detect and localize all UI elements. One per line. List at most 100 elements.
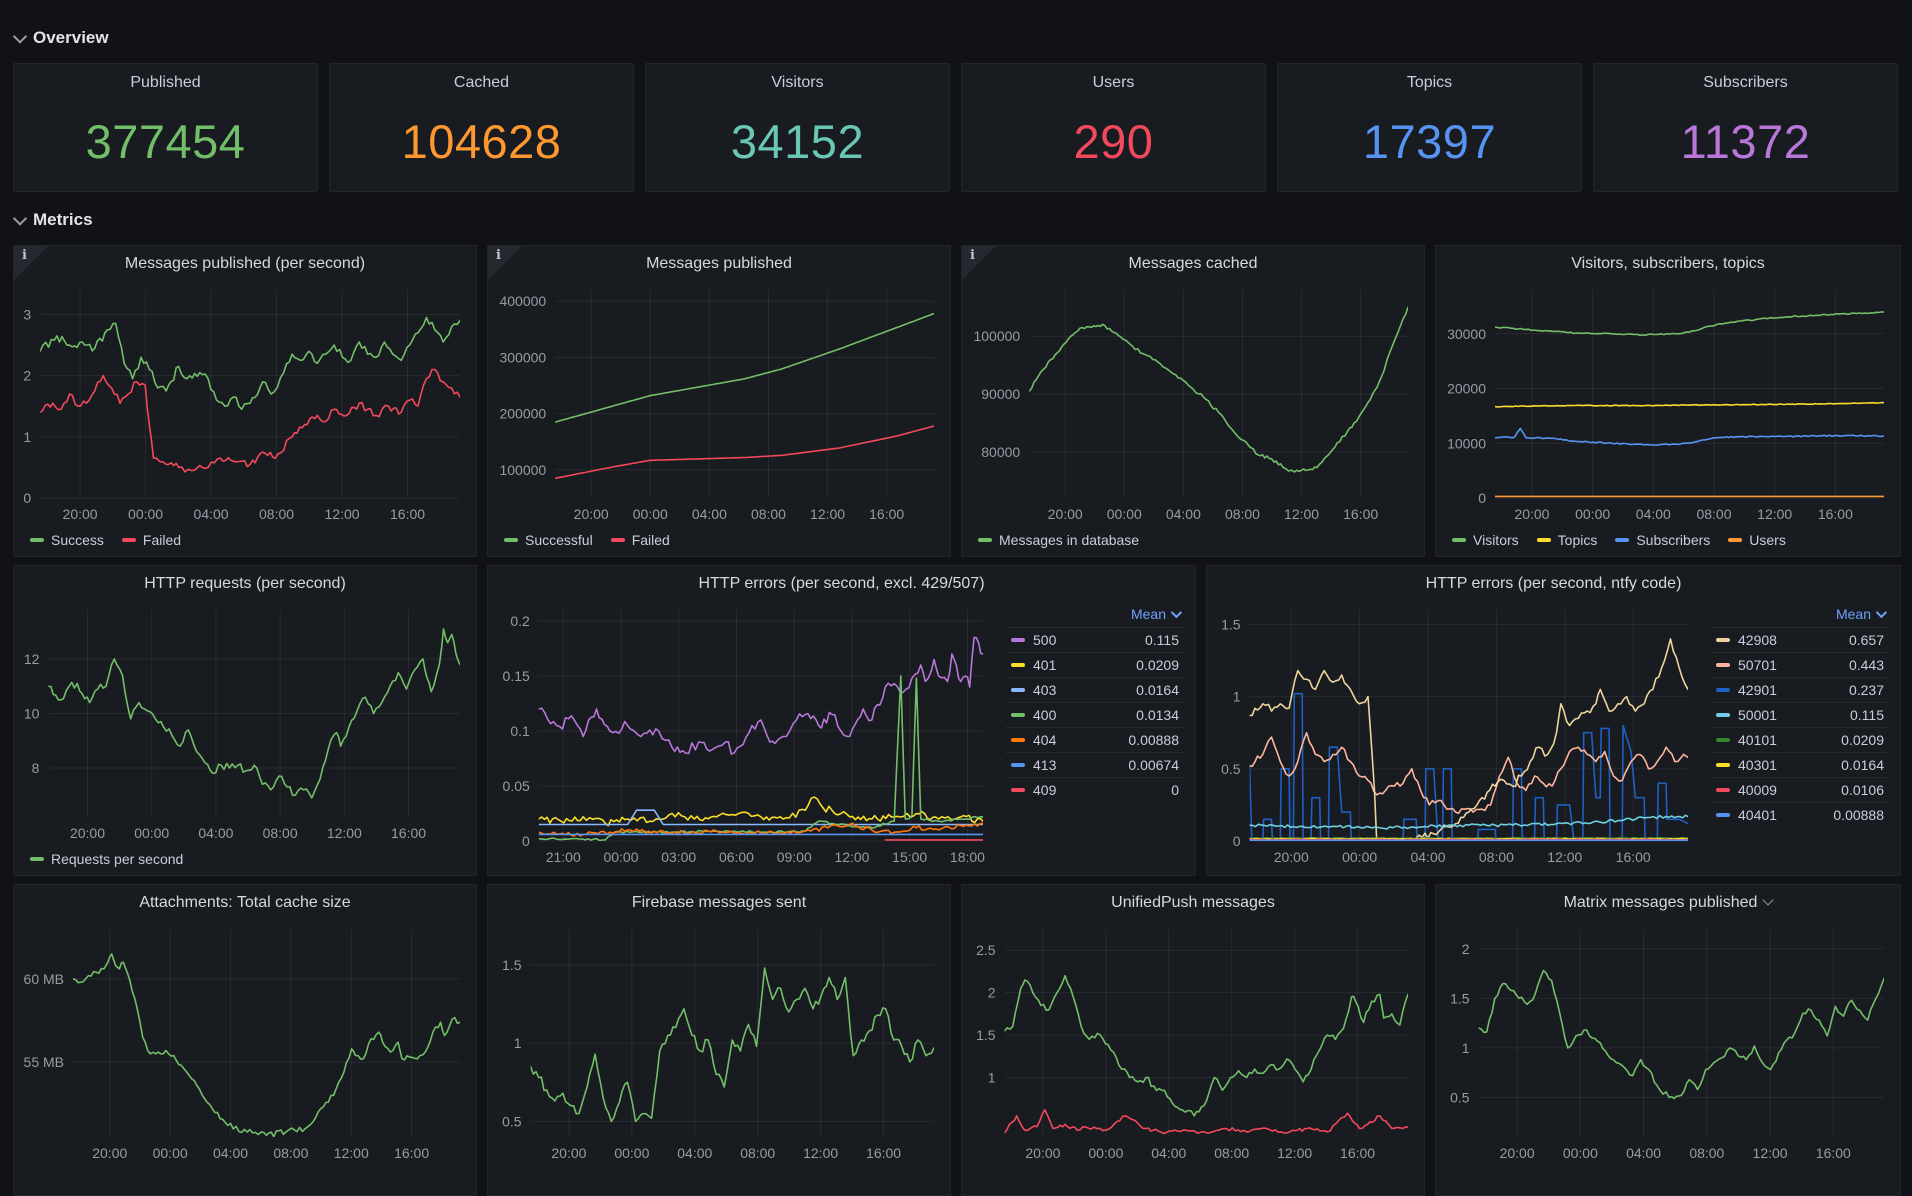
- legend-item-success[interactable]: Success: [30, 532, 104, 548]
- legend-row-409[interactable]: 409 0: [1005, 777, 1185, 802]
- x-tick-label: 16:00: [1818, 506, 1853, 522]
- chart-http-errors-excl[interactable]: 0 0.05 0.1 0.15 0.2 21:00 00:00 03:00 06:00 09:00…: [488, 600, 997, 869]
- legend-mean-header[interactable]: Mean: [1005, 604, 1185, 627]
- panel-title[interactable]: HTTP requests (per second): [144, 575, 346, 592]
- section-header-overview[interactable]: Overview: [12, 28, 109, 48]
- y-tick-label: 0.5: [502, 1113, 522, 1129]
- legend-code[interactable]: 400: [1033, 707, 1057, 723]
- panel-info-corner-icon[interactable]: [962, 246, 996, 280]
- chart-visitors-subscribers-topics[interactable]: 0 10000 20000 30000 20:00 00:00 04:00 08:00 12:0…: [1436, 280, 1898, 526]
- legend-row-42908[interactable]: 42908 0.657: [1710, 627, 1890, 652]
- panel-http-errors-ntfy: HTTP errors (per second, ntfy code) 0 0.5 1…: [1206, 565, 1901, 876]
- stat-value: 11372: [1680, 115, 1811, 168]
- stat-panel-topics: Topics 17397: [1277, 63, 1582, 192]
- x-tick-label: 00:00: [1563, 1145, 1598, 1161]
- panel-title[interactable]: Messages published (per second): [124, 255, 366, 272]
- legend-row-40301[interactable]: 40301 0.0164: [1710, 752, 1890, 777]
- chart-matrix-messages[interactable]: 0.5 1 1.5 2 20:00 00:00 04:00 08:00 12:00 16:00: [1436, 919, 1898, 1165]
- panel-info-corner-icon[interactable]: [488, 246, 522, 280]
- series-UnifiedPush sent: [1004, 974, 1408, 1117]
- y-tick-label: 0: [1233, 833, 1241, 849]
- legend-row-413[interactable]: 413 0.00674: [1005, 752, 1185, 777]
- legend-code[interactable]: 40009: [1738, 782, 1777, 798]
- chevron-down-icon[interactable]: [12, 29, 28, 44]
- legend-code[interactable]: 403: [1033, 682, 1057, 698]
- panel-title[interactable]: Matrix messages published: [1436, 894, 1900, 912]
- chart-messages-published-rate[interactable]: 0 1 2 3 20:00 00:00 04:00 08:00 12:00 16:00: [14, 280, 474, 526]
- legend-item-topics[interactable]: Topics: [1536, 532, 1597, 548]
- chart-firebase-messages[interactable]: 0.5 1 1.5 20:00 00:00 04:00 08:00 12:00 16:00: [488, 919, 948, 1165]
- y-tick-label: 0: [23, 490, 31, 506]
- legend-row-500[interactable]: 500 0.115: [1005, 627, 1185, 652]
- legend-code[interactable]: 413: [1033, 757, 1057, 773]
- x-tick-label: 00:00: [633, 506, 668, 522]
- legend-swatch: [1716, 738, 1730, 742]
- legend-row-401[interactable]: 401 0.0209: [1005, 652, 1185, 677]
- legend-row-40401[interactable]: 40401 0.00888: [1710, 802, 1890, 827]
- panel-title[interactable]: UnifiedPush messages: [1111, 894, 1275, 911]
- legend-row-403[interactable]: 403 0.0164: [1005, 677, 1185, 702]
- legend-item-messages-in-database[interactable]: Messages in database: [978, 532, 1139, 548]
- panel-title[interactable]: Messages cached: [1128, 255, 1258, 272]
- panel-title[interactable]: Visitors, subscribers, topics: [1571, 255, 1765, 272]
- panel-title[interactable]: Messages published: [646, 255, 792, 272]
- x-tick-label: 16:00: [391, 825, 426, 841]
- legend-code[interactable]: 50001: [1738, 707, 1777, 723]
- legend-code[interactable]: 40401: [1738, 807, 1777, 823]
- legend-code[interactable]: 500: [1033, 632, 1057, 648]
- x-tick-label: 12:00: [1757, 506, 1792, 522]
- legend-code[interactable]: 409: [1033, 782, 1057, 798]
- series-Total cache size: [73, 953, 460, 1137]
- legend-item-successful[interactable]: Successful: [504, 532, 593, 548]
- chart-unifiedpush-messages[interactable]: 11.522.520:00 00:00 04:00 08:00 12:00 16:00: [962, 919, 1422, 1165]
- panel-info-corner-icon[interactable]: [14, 246, 48, 280]
- section-overview-label[interactable]: Overview: [33, 28, 109, 47]
- series-Failed: [555, 425, 934, 480]
- legend-code[interactable]: 42901: [1738, 682, 1777, 698]
- chart-http-errors-ntfy[interactable]: 0 0.5 1 1.5 20:00 00:00 04:00 08:00 12:00 16:00: [1207, 600, 1702, 869]
- legend-item-requests-per-second[interactable]: Requests per second: [30, 851, 183, 867]
- section-metrics-label[interactable]: Metrics: [33, 210, 93, 229]
- chart-http-requests[interactable]: 8 10 12 20:00 00:00 04:00 08:00 12:00 16:00: [14, 600, 474, 845]
- legend-code[interactable]: 401: [1033, 657, 1057, 673]
- panel-title[interactable]: Firebase messages sent: [631, 894, 807, 911]
- panel-title[interactable]: HTTP errors (per second, excl. 429/507): [698, 575, 985, 592]
- legend-code[interactable]: 42908: [1738, 632, 1777, 648]
- grafana-dashboard: Overview Published 377454 Cached 104628 Visi…: [12, 28, 1901, 1196]
- x-tick-label: 20:00: [1025, 1145, 1060, 1161]
- legend-row-42901[interactable]: 42901 0.237: [1710, 677, 1890, 702]
- chart-messages-cached[interactable]: 80000 90000 100000 20:00 00:00 04:00 08:00 12:0…: [962, 280, 1422, 526]
- chart-messages-published[interactable]: 100000 200000 300000 400000 20:00 00:00 04:00 0…: [488, 280, 948, 526]
- x-tick-label: 04:00: [198, 825, 233, 841]
- legend-item-failed[interactable]: Failed: [121, 532, 181, 548]
- legend-row-40101[interactable]: 40101 0.0209: [1710, 727, 1890, 752]
- legend-code[interactable]: 404: [1033, 732, 1057, 748]
- legend-row-50001[interactable]: 50001 0.115: [1710, 702, 1890, 727]
- stat-label: Subscribers: [1703, 74, 1788, 91]
- section-header-metrics[interactable]: Metrics: [12, 210, 93, 230]
- x-tick-label: 12:00: [834, 849, 869, 865]
- legend-row-400[interactable]: 400 0.0134: [1005, 702, 1185, 727]
- chart-attachments-cache-size[interactable]: 55 MB 60 MB 20:00 00:00 04:00 08:00 12:00 16:00: [14, 919, 474, 1165]
- x-tick-label: 00:00: [128, 506, 163, 522]
- legend-item-subscribers[interactable]: Subscribers: [1615, 532, 1710, 548]
- legend-row-50701[interactable]: 50701 0.443: [1710, 652, 1890, 677]
- x-tick-label: 04:00: [194, 506, 229, 522]
- legend-row-40009[interactable]: 40009 0.0106: [1710, 777, 1890, 802]
- legend-label: Visitors: [1473, 532, 1519, 548]
- x-tick-label: 12:00: [1547, 849, 1582, 865]
- legend-code[interactable]: 40301: [1738, 757, 1777, 773]
- legend-row-404[interactable]: 404 0.00888: [1005, 727, 1185, 752]
- panel-title[interactable]: Attachments: Total cache size: [139, 894, 351, 911]
- legend: Successful Failed: [504, 532, 670, 548]
- chevron-down-icon[interactable]: [12, 211, 28, 226]
- x-tick-label: 04:00: [1636, 506, 1671, 522]
- legend-code[interactable]: 50701: [1738, 657, 1777, 673]
- legend-item-visitors[interactable]: Visitors: [1452, 532, 1519, 548]
- legend-item-failed[interactable]: Failed: [610, 532, 670, 548]
- legend-code[interactable]: 40101: [1738, 732, 1777, 748]
- legend-item-users[interactable]: Users: [1728, 532, 1786, 548]
- panel-title[interactable]: HTTP errors (per second, ntfy code): [1425, 575, 1682, 592]
- legend-mean-header[interactable]: Mean: [1710, 604, 1890, 627]
- series-Success: [40, 316, 460, 411]
